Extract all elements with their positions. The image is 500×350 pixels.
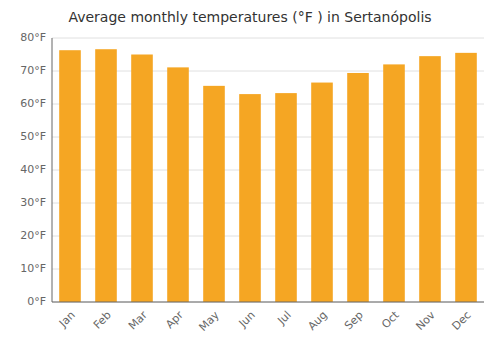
bars: [59, 49, 477, 302]
bar: [59, 50, 81, 302]
y-tick-label: 70°F: [20, 64, 46, 77]
y-tick-label: 60°F: [20, 97, 46, 110]
bar: [131, 55, 153, 303]
y-tick-label: 40°F: [20, 163, 46, 176]
y-axis-line: [52, 38, 53, 302]
x-tick-label: Mar: [126, 308, 150, 332]
y-tick-label: 20°F: [20, 229, 46, 242]
bar: [203, 86, 225, 302]
grid-line: [52, 38, 484, 39]
x-tick-label: Dec: [450, 309, 474, 333]
x-tick-label: Apr: [163, 308, 186, 331]
grid-line: [52, 302, 484, 303]
y-tick-label: 30°F: [20, 196, 46, 209]
chart: 0°F 10°F 20°F 30°F 40°F 50°F 60°F 70°F 80°F Jan Fe…: [0, 0, 500, 350]
x-tick-label: May: [196, 308, 222, 334]
x-tick-labels: Jan Feb Mar Apr May Jun Jul Aug Sep Oct Nov Dec: [56, 308, 474, 334]
chart-container: 0°F 10°F 20°F 30°F 40°F 50°F 60°F 70°F 80°F Jan Fe…: [0, 0, 500, 350]
x-tick-label: Aug: [305, 309, 329, 333]
bar: [275, 93, 297, 302]
bar: [455, 53, 477, 302]
x-tick-label: Jul: [274, 309, 293, 328]
bar: [419, 56, 441, 302]
x-tick-label: Nov: [413, 308, 438, 333]
y-grid: [52, 38, 484, 302]
y-tick-label: 50°F: [20, 130, 46, 143]
x-tick-label: Oct: [379, 308, 402, 331]
bar: [167, 67, 189, 302]
bar: [311, 83, 333, 302]
x-axis-line: [52, 302, 484, 303]
x-tick-label: Jan: [56, 309, 78, 331]
y-tick-label: 80°F: [20, 31, 46, 44]
y-tick-labels: 0°F 10°F 20°F 30°F 40°F 50°F 60°F 70°F 80°F: [20, 31, 46, 308]
x-tick-label: Jun: [236, 309, 258, 331]
y-tick-label: 10°F: [20, 262, 46, 275]
bar: [383, 64, 405, 302]
x-tick-label: Feb: [91, 309, 114, 332]
bar: [239, 94, 261, 302]
title: Average monthly temperatures (°F ) in Se…: [68, 9, 431, 25]
bar: [95, 49, 117, 302]
y-tick-label: 0°F: [27, 295, 46, 308]
bar: [347, 73, 369, 302]
x-tick-label: Sep: [342, 309, 366, 333]
